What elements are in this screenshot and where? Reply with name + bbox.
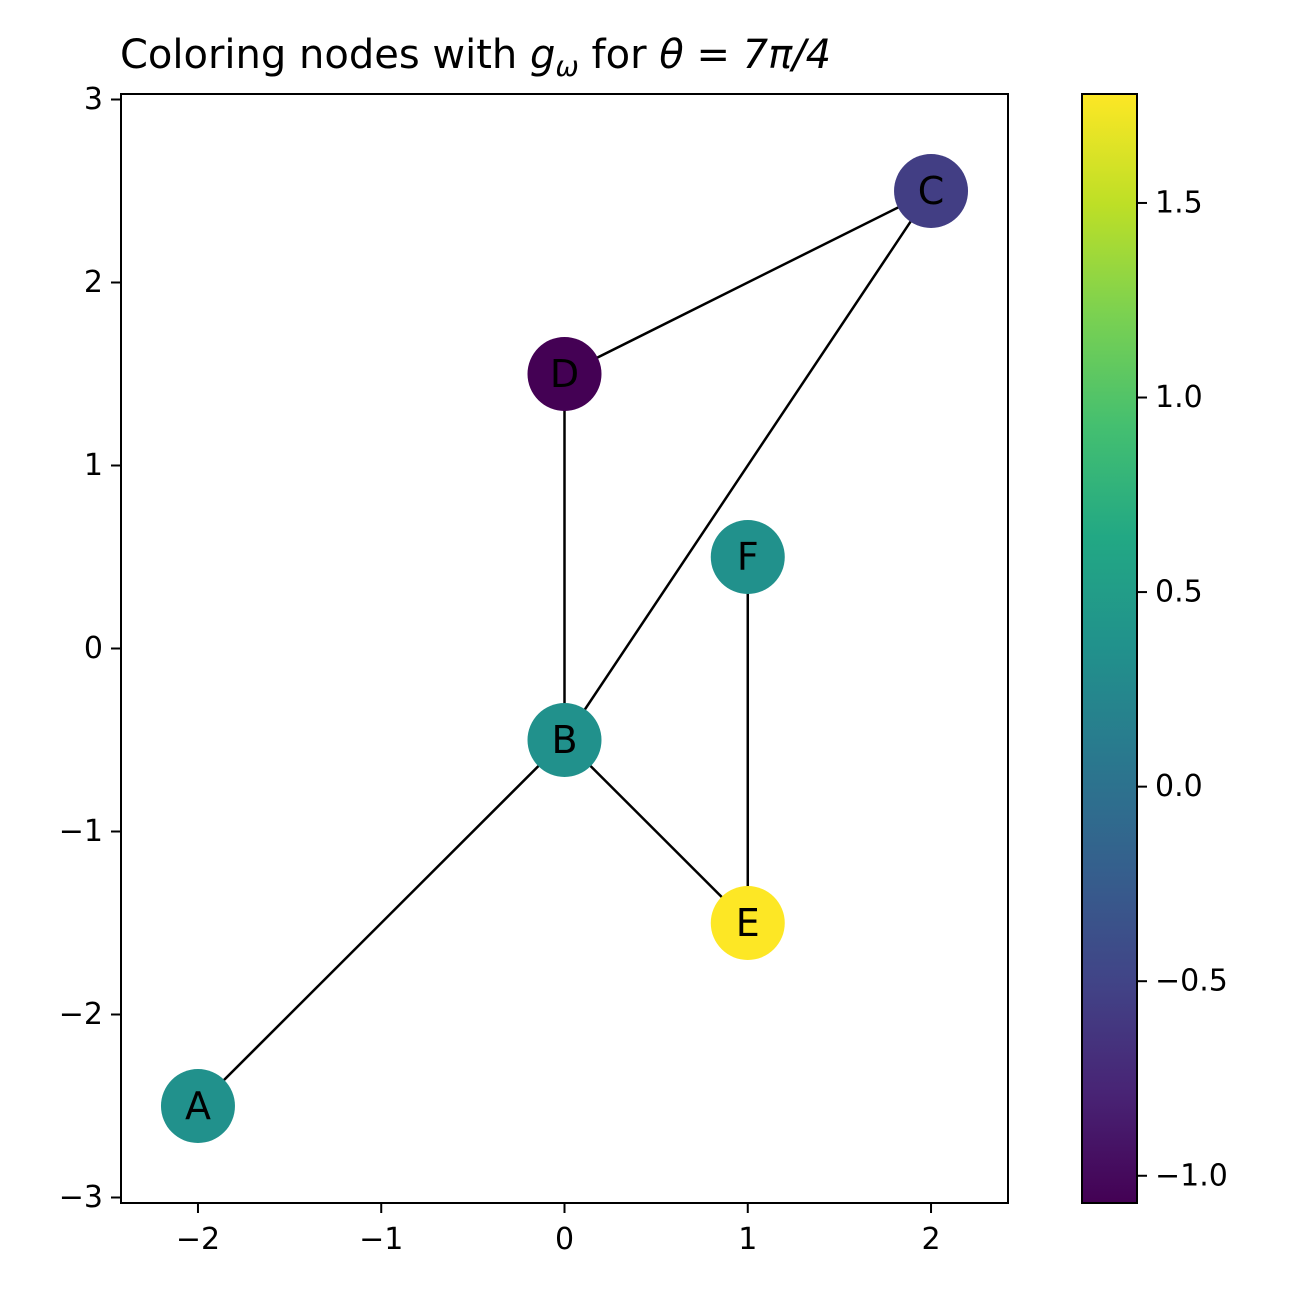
colorbar-tick-label: 1.0 — [1155, 380, 1203, 415]
y-tick-label: 2 — [84, 265, 103, 300]
node-label-C: C — [918, 169, 945, 213]
y-tick-label: −2 — [59, 997, 103, 1032]
colorbar-tick-label: −1.0 — [1155, 1158, 1228, 1193]
edge-D-C — [563, 189, 932, 376]
nodes-layer: A B C D E F — [160, 153, 969, 1144]
x-tick-label: 2 — [921, 1222, 940, 1257]
y-tick-label: 0 — [84, 631, 103, 666]
y-tick-label: 1 — [84, 448, 103, 483]
node-C — [894, 153, 969, 228]
x-tick-label: 1 — [738, 1222, 757, 1257]
node-label-F: F — [737, 535, 759, 579]
node-label-E: E — [736, 901, 760, 945]
node-B — [527, 703, 602, 778]
title-mid: for — [579, 32, 659, 78]
y-tick-label: −3 — [59, 1180, 103, 1215]
colorbar-tick-label: 0.0 — [1155, 769, 1203, 804]
edge-B-C — [563, 190, 933, 741]
colorbar-tick-label: −0.5 — [1155, 964, 1228, 999]
node-F — [710, 519, 785, 594]
title-math-g: g — [530, 32, 555, 78]
x-tick-label: −2 — [176, 1222, 220, 1257]
node-label-B: B — [551, 718, 577, 762]
title-text: Coloring nodes with — [120, 32, 530, 78]
edge-B-E — [563, 739, 749, 924]
x-tick-label: −1 — [359, 1222, 403, 1257]
colorbar-tick-label: 1.5 — [1155, 185, 1203, 220]
title-math-theta: θ = 7π/4 — [659, 32, 831, 78]
title-math-sub: ω — [555, 50, 578, 83]
node-label-D: D — [550, 352, 579, 396]
colorbar — [1081, 93, 1138, 1204]
edges-layer — [197, 189, 933, 1107]
colorbar-tick-label: 0.5 — [1155, 575, 1203, 610]
colorbar-ticks: −1.0 −0.5 0.0 0.5 1.0 1.5 — [1137, 185, 1228, 1193]
x-axis-ticks: −2 −1 0 1 2 — [176, 1203, 941, 1257]
y-tick-label: −1 — [59, 814, 103, 849]
node-D — [527, 336, 602, 411]
x-tick-label: 0 — [555, 1222, 574, 1257]
node-E — [710, 886, 785, 961]
edge-A-B — [197, 739, 566, 1107]
node-label-A: A — [185, 1084, 211, 1128]
y-tick-label: 3 — [84, 82, 103, 117]
y-axis-ticks: −3 −2 −1 0 1 2 3 — [59, 82, 121, 1215]
node-A — [160, 1069, 235, 1144]
chart-title: Coloring nodes with gω for θ = 7π/4 — [120, 32, 831, 83]
